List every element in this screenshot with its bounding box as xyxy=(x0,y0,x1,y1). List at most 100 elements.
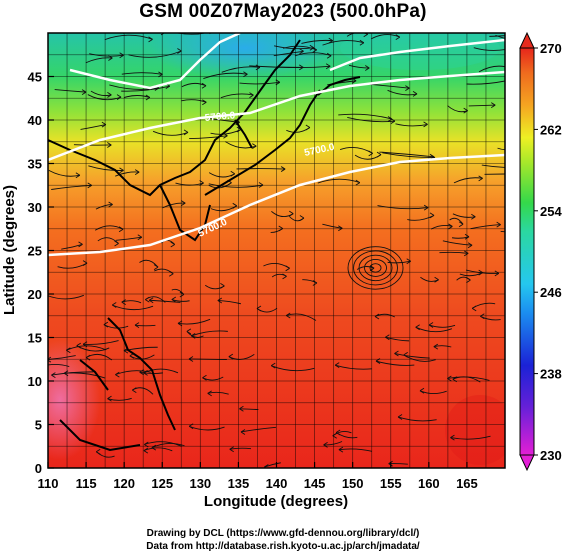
height-contours xyxy=(48,33,505,257)
streamline-arrowhead xyxy=(183,129,189,136)
streamline xyxy=(191,330,228,337)
y-tick-label: 30 xyxy=(28,200,42,215)
streamline xyxy=(449,217,464,225)
streamline-arrowhead xyxy=(202,99,207,106)
streamline xyxy=(466,80,505,85)
streamline xyxy=(123,95,150,99)
streamline xyxy=(139,259,159,268)
streamline xyxy=(207,391,229,395)
streamline xyxy=(382,152,435,158)
colorbar-tick-label: 238 xyxy=(540,367,562,382)
chart-title: GSM 00Z07May2023 (500.0hPa) xyxy=(139,1,427,22)
x-tick-label: 125 xyxy=(151,476,173,491)
streamline-arrowhead xyxy=(282,273,287,280)
streamline-arrowhead xyxy=(478,175,483,182)
x-tick-label: 130 xyxy=(189,476,211,491)
streamline-arrowhead xyxy=(137,234,143,241)
streamline-arrowhead xyxy=(201,82,207,89)
streamline-arrowhead xyxy=(108,55,113,61)
streamline xyxy=(430,224,453,230)
streamline xyxy=(271,365,315,372)
streamline-arrowhead xyxy=(145,296,150,303)
colorbar-tick-label: 246 xyxy=(540,285,562,300)
streamline xyxy=(177,318,211,325)
x-tick-label: 110 xyxy=(38,476,59,491)
streamline xyxy=(115,370,151,376)
streamline-arrowhead xyxy=(467,242,473,249)
streamline-arrowhead xyxy=(107,395,112,402)
streamline-arrowhead xyxy=(255,64,261,71)
streamline xyxy=(208,183,264,188)
streamline xyxy=(478,65,505,73)
streamline-arrowhead xyxy=(471,305,477,312)
streamline-arrowhead xyxy=(181,200,186,207)
streamline-arrowhead xyxy=(412,91,418,97)
y-tick-label: 40 xyxy=(28,113,42,128)
streamline xyxy=(189,135,228,140)
y-tick-label: 0 xyxy=(35,461,42,476)
streamline xyxy=(149,299,181,303)
streamline xyxy=(240,426,277,433)
credit-data-source: Data from http://database.rish.kyoto-u.a… xyxy=(146,541,420,552)
streamline xyxy=(189,425,225,431)
streamline-arrowhead xyxy=(365,65,370,71)
x-tick-label: 115 xyxy=(76,476,97,491)
streamline-arrowhead xyxy=(419,387,425,394)
credit-dcl: Drawing by DCL (https://www.gfd-dennou.o… xyxy=(146,528,420,539)
streamline xyxy=(428,324,456,328)
streamline xyxy=(134,324,156,327)
streamline xyxy=(489,35,505,37)
streamline xyxy=(370,34,400,40)
streamline-arrowhead xyxy=(249,92,254,98)
streamline-arrowhead xyxy=(51,372,56,378)
streamline-arrowhead xyxy=(520,31,524,36)
streamline-arrowhead xyxy=(229,446,234,453)
streamline xyxy=(123,346,158,352)
streamline-arrowhead xyxy=(132,387,137,393)
streamline-arrowhead xyxy=(171,296,177,303)
x-tick-label: 120 xyxy=(113,476,135,491)
streamline xyxy=(121,300,142,304)
streamline-arrowhead xyxy=(516,171,520,176)
y-tick-label: 5 xyxy=(35,418,42,433)
x-tick-label: 140 xyxy=(266,476,288,491)
streamline xyxy=(439,251,469,254)
streamline-arrowhead xyxy=(415,324,420,331)
streamline-arrowhead xyxy=(458,221,464,228)
streamline xyxy=(338,448,373,452)
cyclone-streamline xyxy=(358,254,393,282)
streamline-arrowhead xyxy=(299,215,305,221)
streamline xyxy=(229,447,252,450)
colorbar-tick-label: 270 xyxy=(540,41,562,56)
streamline-arrowhead xyxy=(75,172,81,179)
streamline xyxy=(61,243,83,250)
streamline-arrowhead xyxy=(394,350,399,357)
streamline xyxy=(387,89,418,96)
streamline-arrowhead xyxy=(270,362,276,369)
x-tick-label: 150 xyxy=(342,476,364,491)
x-tick-label: 135 xyxy=(228,476,250,491)
streamline-arrowhead xyxy=(170,241,175,248)
streamline xyxy=(121,85,170,92)
streamline-arrowhead xyxy=(516,143,520,148)
streamline xyxy=(301,39,333,44)
streamline-arrowhead xyxy=(143,447,149,454)
y-tick-label: 20 xyxy=(28,287,42,302)
streamline-arrowhead xyxy=(405,85,410,92)
streamline xyxy=(415,326,453,333)
streamline xyxy=(335,364,372,370)
streamline-arrowhead xyxy=(108,201,113,208)
streamline xyxy=(338,113,393,120)
streamline xyxy=(419,390,447,395)
streamline xyxy=(377,205,429,210)
y-tick-label: 15 xyxy=(28,331,42,346)
streamline-arrowhead xyxy=(428,322,434,328)
streamline-arrowhead xyxy=(496,221,501,228)
streamline-arrowhead xyxy=(507,77,511,82)
streamline xyxy=(468,104,496,107)
streamline-arrowhead xyxy=(134,322,140,329)
streamline xyxy=(497,147,505,151)
streamline-arrowhead xyxy=(252,143,257,149)
streamline xyxy=(473,47,505,51)
